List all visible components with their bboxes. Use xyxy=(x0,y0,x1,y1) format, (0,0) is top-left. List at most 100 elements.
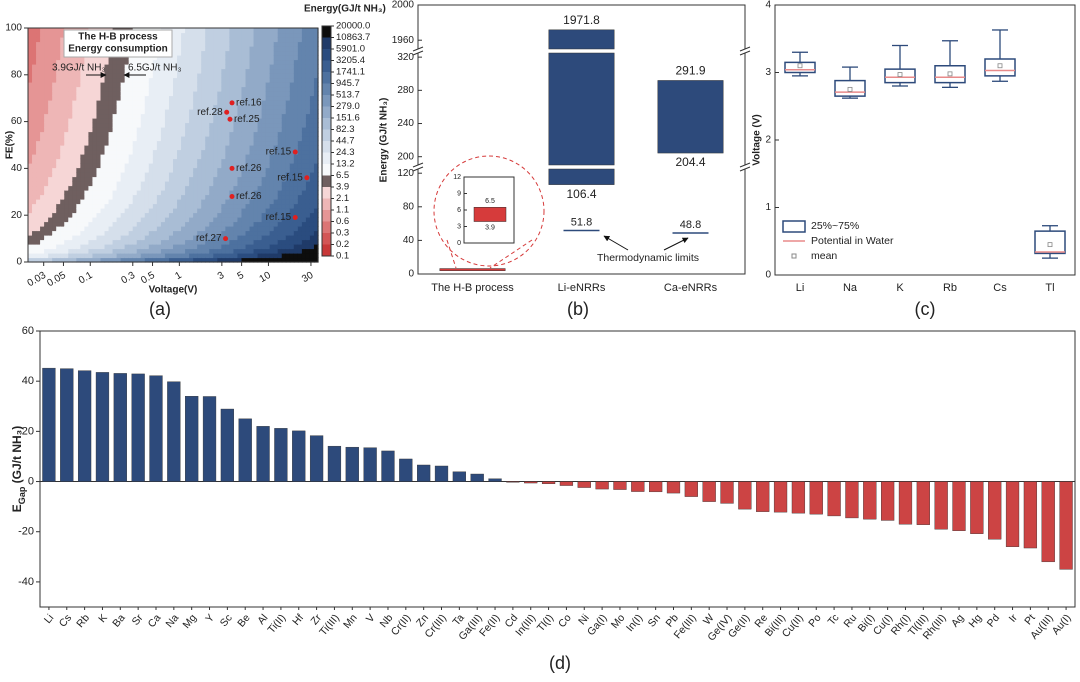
heatmap-cell xyxy=(112,127,118,133)
heatmap-cell xyxy=(100,181,106,187)
heatmap-cell xyxy=(181,154,186,160)
heatmap-cell xyxy=(245,100,251,106)
heatmap-cell xyxy=(245,235,251,241)
heatmap-cell xyxy=(297,109,303,115)
heatmap-cell xyxy=(193,199,198,205)
heatmap-cell xyxy=(213,203,218,209)
heatmap-cell xyxy=(80,113,85,119)
heatmap-cell xyxy=(120,154,126,160)
x-tick-label: Li-eNRRs xyxy=(558,282,606,294)
heatmap-cell xyxy=(233,55,239,61)
heatmap-cell xyxy=(140,64,146,70)
heatmap-cell xyxy=(193,86,198,92)
heatmap-cell xyxy=(229,82,235,88)
heatmap-cell xyxy=(96,59,102,65)
heatmap-cell xyxy=(128,257,134,263)
heatmap-cell xyxy=(40,113,45,119)
heatmap-cell xyxy=(261,37,267,43)
heatmap-cell xyxy=(156,91,162,97)
heatmap-cell xyxy=(269,28,275,34)
heatmap-cell xyxy=(148,100,154,106)
heatmap-cell xyxy=(221,248,226,254)
heatmap-cell xyxy=(124,172,130,178)
heatmap-cell xyxy=(257,68,263,74)
heatmap-cell xyxy=(273,55,279,61)
heatmap-cell xyxy=(80,172,85,178)
heatmap-cell xyxy=(289,82,295,88)
heatmap-cell xyxy=(289,118,295,124)
heatmap-cell xyxy=(261,257,267,263)
heatmap-cell xyxy=(217,104,222,110)
heatmap-cell xyxy=(100,82,106,88)
heatmap-cell xyxy=(285,140,291,146)
heatmap-cell xyxy=(301,145,307,151)
heatmap-cell xyxy=(92,131,98,137)
heatmap-cell xyxy=(112,199,118,205)
heatmap-cell xyxy=(152,212,158,218)
heatmap-cell xyxy=(160,149,166,155)
heatmap-cell xyxy=(185,172,190,178)
heatmap-cell xyxy=(189,59,194,65)
heatmap-cell xyxy=(181,230,186,236)
heatmap-cell xyxy=(60,50,65,56)
heatmap-cell xyxy=(132,230,138,236)
heatmap-cell xyxy=(281,82,287,88)
heatmap-cell xyxy=(177,113,182,119)
heatmap-cell xyxy=(277,253,283,259)
heatmap-cell xyxy=(108,95,114,101)
heatmap-cell xyxy=(213,86,218,92)
heatmap-cell xyxy=(104,122,110,128)
heatmap-cell xyxy=(64,226,69,232)
heatmap-cell xyxy=(269,68,275,74)
heatmap-cell xyxy=(56,235,61,241)
heatmap-cell xyxy=(148,109,154,115)
heatmap-cell xyxy=(213,64,218,70)
heatmap-cell xyxy=(124,190,130,196)
heatmap-cell xyxy=(185,230,190,236)
heatmap-cell xyxy=(108,176,114,182)
heatmap-cell xyxy=(96,136,102,142)
heatmap-cell xyxy=(285,221,291,227)
heatmap-cell xyxy=(301,172,307,178)
heatmap-cell xyxy=(269,185,275,191)
heatmap-cell xyxy=(313,113,319,119)
heatmap-cell xyxy=(229,127,235,133)
heatmap-cell xyxy=(213,145,218,151)
heatmap-cell xyxy=(36,145,41,151)
heatmap-cell xyxy=(156,217,162,223)
heatmap-cell xyxy=(132,59,138,65)
heatmap-cell xyxy=(173,235,178,241)
colorbar-label: 1.1 xyxy=(336,205,349,216)
heatmap-cell xyxy=(84,64,90,70)
heatmap-cell xyxy=(44,158,49,164)
heatmap-cell xyxy=(309,203,315,209)
heatmap-cell xyxy=(281,28,287,34)
heatmap-cell xyxy=(309,91,315,97)
heatmap-cell xyxy=(297,59,303,65)
heatmap-cell xyxy=(201,136,206,142)
heatmap-cell xyxy=(88,230,94,236)
heatmap-cell xyxy=(120,95,126,101)
heatmap-cell xyxy=(80,248,85,254)
heatmap-cell xyxy=(108,253,114,259)
heatmap-cell xyxy=(269,226,275,232)
heatmap-cell xyxy=(293,73,299,79)
heatmap-cell xyxy=(148,172,154,178)
heatmap-cell xyxy=(181,208,186,214)
heatmap-cell xyxy=(168,158,174,164)
heatmap-cell xyxy=(132,131,138,137)
heatmap-cell xyxy=(56,257,61,263)
heatmap-cell xyxy=(80,226,85,232)
heatmap-cell xyxy=(76,68,81,74)
heatmap-cell xyxy=(48,212,53,218)
heatmap-cell xyxy=(140,104,146,110)
heatmap-cell xyxy=(265,109,271,115)
heatmap-cell xyxy=(48,28,53,34)
heatmap-cell xyxy=(116,127,122,133)
heatmap-cell xyxy=(229,248,235,254)
heatmap-cell xyxy=(168,131,174,137)
heatmap-cell xyxy=(189,64,194,70)
heatmap-cell xyxy=(36,212,41,218)
heatmap-cell xyxy=(52,212,57,218)
heatmap-cell xyxy=(168,122,174,128)
